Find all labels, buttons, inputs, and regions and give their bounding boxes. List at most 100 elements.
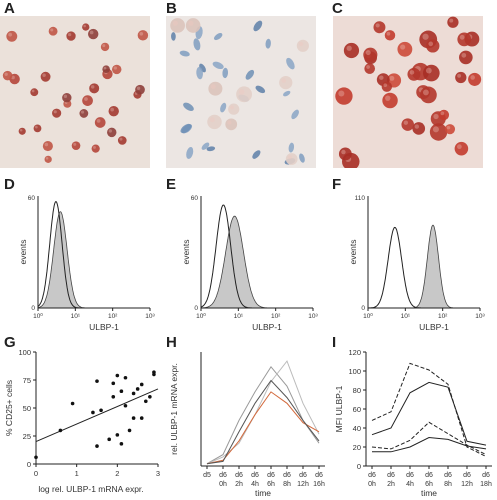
cell bbox=[423, 64, 440, 82]
cell bbox=[196, 66, 203, 80]
series-line bbox=[371, 362, 487, 457]
x-tick-label-day: d6 bbox=[219, 472, 227, 479]
y-zero-label: 0 bbox=[31, 305, 35, 312]
x-tick-label: 10¹ bbox=[234, 313, 244, 320]
cell bbox=[384, 30, 396, 41]
panel-label-f: F bbox=[332, 176, 342, 193]
x-tick-label-hour: 2h bbox=[235, 481, 243, 488]
cell-highlight bbox=[209, 117, 215, 123]
panel-label-i: I bbox=[332, 334, 337, 351]
y-tick-label: 75 bbox=[23, 376, 31, 385]
cell bbox=[186, 146, 194, 159]
x-tick-label-hour: 0h bbox=[368, 481, 376, 488]
x-tick-label: 10⁰ bbox=[33, 312, 43, 320]
cell bbox=[438, 109, 450, 121]
data-point bbox=[148, 395, 152, 399]
y-tick-label: 0 bbox=[27, 460, 31, 469]
cell bbox=[286, 57, 295, 70]
data-point bbox=[107, 437, 111, 442]
cell-highlight bbox=[238, 89, 245, 95]
cell-highlight bbox=[89, 30, 94, 35]
cell bbox=[255, 85, 266, 94]
cell bbox=[170, 18, 185, 33]
cell-highlight bbox=[90, 85, 95, 89]
cell-highlight bbox=[113, 66, 117, 70]
x-tick-label-hour: 6h bbox=[425, 481, 433, 488]
data-point bbox=[115, 433, 120, 437]
data-point bbox=[135, 387, 140, 391]
cell bbox=[279, 75, 293, 90]
panel-label-c: C bbox=[332, 0, 343, 17]
y-zero-label: 0 bbox=[194, 305, 198, 312]
cell bbox=[208, 81, 223, 96]
line-chart-h: d5 d6 0h d6 2h d6 4h d6 6h d6 8h d6 12h d6 16h rel. ULB… bbox=[169, 352, 325, 498]
cell bbox=[459, 50, 473, 65]
cell bbox=[420, 86, 437, 104]
cell bbox=[407, 67, 421, 81]
cell bbox=[107, 127, 117, 138]
y-tick-label: 25 bbox=[23, 432, 31, 441]
cell-highlight bbox=[227, 120, 232, 125]
series-line bbox=[372, 436, 487, 453]
cell bbox=[252, 150, 261, 159]
data-point bbox=[131, 391, 136, 396]
cell bbox=[89, 83, 100, 94]
histogram-e: 10⁰ 10¹ 10² 10³ 60 0 events ULBP-1 bbox=[181, 195, 319, 332]
cell bbox=[236, 86, 252, 103]
cell bbox=[283, 90, 291, 97]
cell-highlight bbox=[383, 83, 388, 87]
cell bbox=[185, 18, 201, 33]
cell bbox=[40, 71, 51, 82]
cell-highlight bbox=[108, 129, 112, 133]
cell-highlight bbox=[136, 86, 141, 90]
y-axis-label: MFI ULBP-1 bbox=[334, 385, 344, 432]
cell-highlight bbox=[375, 23, 380, 28]
cell-highlight bbox=[53, 110, 57, 114]
x-tick-label-day: d6 bbox=[387, 472, 395, 479]
cell-highlight bbox=[281, 78, 287, 83]
cell bbox=[44, 155, 52, 163]
cell-highlight bbox=[366, 65, 370, 69]
x-tick-label-day: d6 bbox=[444, 472, 452, 479]
data-point bbox=[70, 401, 75, 406]
x-tick-label-day: d6 bbox=[283, 472, 291, 479]
cell bbox=[94, 117, 106, 128]
panel-label-e: E bbox=[166, 176, 177, 193]
cell-highlight bbox=[188, 20, 194, 26]
cell bbox=[108, 105, 119, 117]
cell-highlight bbox=[8, 32, 13, 37]
cell bbox=[338, 147, 352, 161]
cell bbox=[401, 118, 414, 131]
cell bbox=[6, 30, 18, 42]
cell bbox=[42, 141, 53, 152]
cell bbox=[457, 32, 472, 47]
x-tick-label-hour: 12h bbox=[297, 481, 309, 488]
data-point bbox=[111, 395, 116, 399]
x-tick-label: 2 bbox=[115, 469, 119, 478]
cell-highlight bbox=[425, 67, 432, 74]
cell bbox=[82, 23, 90, 31]
histogram-d: 10⁰ 10¹ 10² 10³ 60 0 events ULBP-1 bbox=[18, 195, 156, 332]
data-point bbox=[95, 444, 99, 448]
cell-highlight bbox=[341, 149, 346, 155]
x-tick-label-day: d6 bbox=[267, 472, 275, 479]
cell-highlight bbox=[440, 111, 445, 116]
y-tick-label: 0 bbox=[357, 462, 361, 471]
cell bbox=[207, 114, 222, 130]
histogram-filled-curve bbox=[37, 211, 150, 309]
cell bbox=[454, 141, 469, 156]
cell-highlight bbox=[400, 44, 406, 50]
x-tick-label-hour: 12h bbox=[461, 481, 473, 488]
x-tick-label: 0 bbox=[34, 469, 38, 478]
cell bbox=[137, 30, 149, 41]
x-tick-label-day: d6 bbox=[368, 472, 376, 479]
regression-line bbox=[35, 388, 159, 443]
x-tick-label-day: d6 bbox=[299, 472, 307, 479]
cell bbox=[455, 71, 467, 84]
cell-highlight bbox=[428, 41, 434, 47]
cell bbox=[222, 67, 229, 79]
cell bbox=[412, 122, 426, 135]
micrograph-b bbox=[166, 16, 316, 168]
y-max-label: 60 bbox=[191, 195, 199, 202]
cell bbox=[71, 141, 81, 151]
